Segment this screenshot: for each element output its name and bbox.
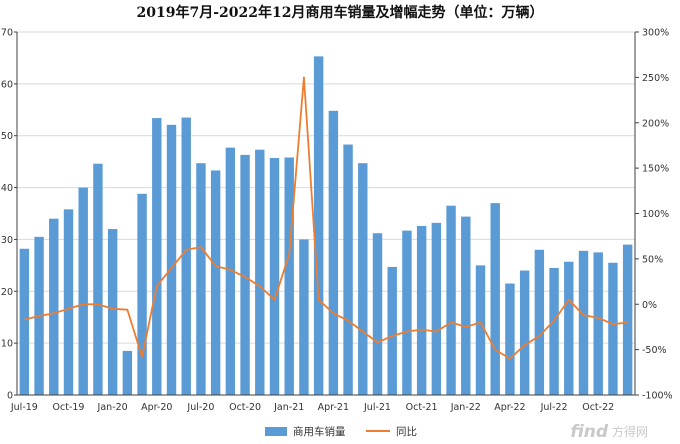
watermark-brand: find — [570, 422, 608, 442]
y-tick-label: 70 — [1, 28, 13, 39]
legend-swatch-bar — [265, 427, 287, 436]
x-tick-label: Apr-20 — [141, 402, 172, 413]
bar — [19, 248, 30, 395]
bar — [564, 261, 574, 395]
yoy-line — [24, 76, 628, 360]
y2-tick-label: 0% — [642, 300, 657, 311]
y2-tick-label: 200% — [642, 118, 669, 129]
bar — [549, 267, 559, 395]
bar — [63, 209, 74, 395]
bar — [255, 149, 265, 395]
axes — [14, 31, 639, 396]
bar — [343, 144, 353, 395]
x-tick-label: Oct-20 — [229, 402, 261, 413]
y2-tick-label: 100% — [642, 209, 669, 220]
bar — [137, 193, 147, 395]
x-tick-label: Jan-20 — [97, 402, 128, 413]
bar — [181, 117, 191, 396]
x-tick-label: Jul-21 — [363, 402, 391, 413]
bar — [358, 163, 368, 395]
y-tick-label: 0 — [7, 391, 13, 402]
x-axis-labels: Jul-19 Oct-19 Jan-20 Apr-20 Jul-20 Oct-20 Jan-… — [10, 402, 614, 413]
bar — [328, 110, 339, 395]
bar — [578, 250, 589, 395]
y2-tick-label: -100% — [642, 391, 673, 402]
bar — [240, 154, 250, 395]
y2-tick-label: -50% — [642, 345, 667, 356]
y2-tick-label: 150% — [642, 164, 669, 175]
bar — [372, 233, 383, 395]
bar — [93, 163, 103, 395]
bar — [534, 249, 545, 395]
x-tick-label: Oct-19 — [53, 402, 85, 413]
x-tick-label: Oct-21 — [406, 402, 438, 413]
y2-tick-label: 300% — [642, 28, 669, 39]
watermark-logo: find 方得网 — [570, 422, 648, 442]
bar — [519, 270, 530, 395]
bar — [431, 222, 442, 395]
x-tick-label: Jul-22 — [540, 402, 568, 413]
bar-series — [19, 56, 633, 396]
bar — [490, 203, 500, 395]
y-tick-label: 60 — [1, 79, 13, 90]
bar — [387, 266, 397, 395]
x-tick-label: Jan-21 — [273, 402, 304, 413]
line-series — [24, 76, 628, 360]
bar — [608, 262, 618, 395]
bar — [461, 216, 471, 395]
x-tick-label: Apr-22 — [494, 402, 525, 413]
y-tick-label: 30 — [1, 235, 13, 246]
x-tick-label: Jul-19 — [10, 402, 38, 413]
y-tick-label: 20 — [1, 287, 13, 298]
bar — [122, 350, 133, 395]
bar — [269, 158, 280, 395]
x-tick-label: Jul-20 — [186, 402, 214, 413]
x-tick-label: Jan-22 — [450, 402, 481, 413]
bar — [107, 229, 118, 395]
bar — [152, 118, 162, 395]
bar — [402, 230, 412, 395]
bar — [475, 265, 486, 395]
bar — [416, 225, 427, 395]
bar — [313, 56, 324, 395]
legend-label-sales: 商用车销量 — [293, 425, 346, 438]
y-tick-label: 50 — [1, 131, 13, 142]
gridlines — [17, 31, 635, 396]
bar — [284, 157, 294, 395]
bar — [225, 147, 236, 395]
bar — [622, 244, 633, 395]
legend: 商用车销量 同比 — [265, 425, 417, 438]
x-tick-label: Oct-22 — [582, 402, 614, 413]
y2-tick-label: 50% — [642, 254, 663, 265]
y-tick-label: 10 — [1, 339, 13, 350]
watermark-brand-cn: 方得网 — [612, 424, 648, 439]
bar — [210, 170, 221, 395]
bar — [166, 124, 177, 396]
y2-tick-label: 250% — [642, 73, 669, 84]
bar — [505, 283, 515, 395]
bar — [78, 187, 88, 395]
legend-label-yoy: 同比 — [396, 425, 417, 438]
y-tick-label: 40 — [1, 183, 13, 194]
x-tick-label: Apr-21 — [318, 402, 349, 413]
right-axis-labels: -100% -50% 0% 50% 100% 150% 200% 250% 300% — [642, 28, 673, 402]
bar — [593, 252, 603, 395]
chart-title: 2019年7月-2022年12月商用车销量及增幅走势（单位：万辆） — [137, 4, 544, 21]
bar — [49, 218, 59, 395]
bar — [299, 239, 309, 395]
bar — [196, 163, 206, 395]
bar — [446, 205, 456, 395]
left-axis-labels: 0 10 20 30 40 50 60 70 — [1, 28, 13, 402]
